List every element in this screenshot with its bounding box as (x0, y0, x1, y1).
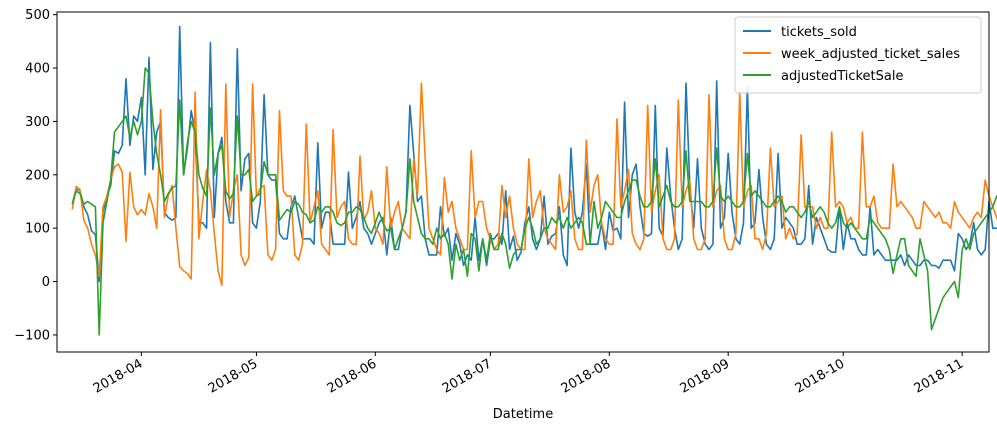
series-line-adjustedticketsale (71, 67, 997, 336)
series-layer (71, 25, 997, 336)
y-axis-ticks: −100 0 100 200 300 400 500 (14, 8, 57, 343)
y-tick-label: −100 (14, 328, 50, 343)
series-line-tickets-sold (71, 25, 997, 283)
y-tick-label: 500 (25, 8, 50, 23)
legend: tickets_sold week_adjusted_ticket_salesad… (734, 16, 982, 94)
legend-label: adjustedTicketSale (781, 69, 903, 84)
y-tick-label: 200 (25, 168, 50, 183)
series-line-week-adjusted-ticket-sales (71, 82, 997, 287)
y-tick-label: 0 (42, 275, 50, 290)
y-tick-label: 400 (25, 62, 50, 77)
x-axis-label: Datetime (493, 407, 553, 422)
y-tick-label: 100 (25, 222, 50, 237)
y-tick-label: 300 (25, 115, 50, 130)
plot-frame (56, 11, 990, 353)
legend-label: week_adjusted_ticket_sales (781, 47, 960, 62)
legend-label: tickets_sold (781, 25, 857, 40)
legend-box (734, 16, 982, 94)
